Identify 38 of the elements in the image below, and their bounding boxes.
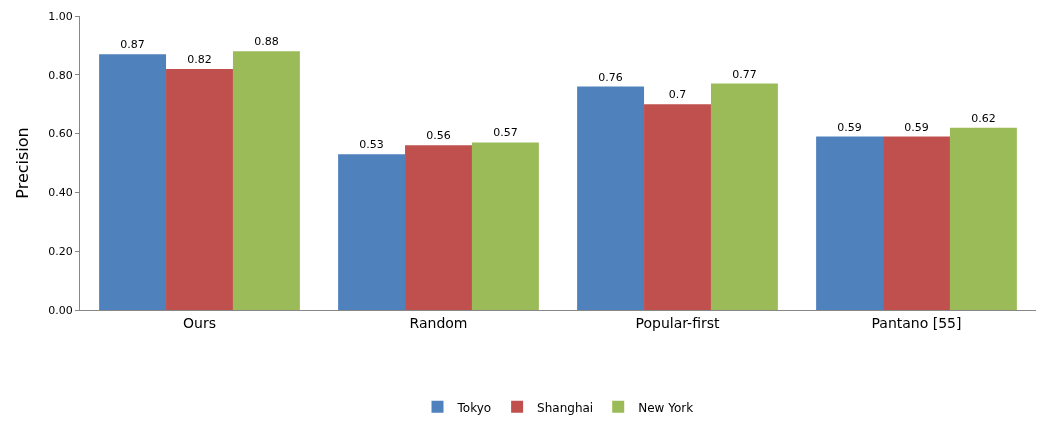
y-tick-label: 0.40 [48, 186, 73, 200]
bar [338, 154, 406, 310]
y-tick-label: 0.00 [48, 303, 73, 317]
data-label: 0.77 [732, 67, 757, 81]
x-tick-label: Pantano [55] [871, 314, 962, 331]
y-axis-title: Precision [13, 127, 33, 199]
y-tick-label: 1.00 [48, 9, 73, 23]
y-tick-label: 0.20 [48, 245, 73, 259]
data-label: 0.59 [837, 120, 862, 134]
data-label: 0.7 [668, 88, 687, 102]
bar [166, 68, 233, 310]
x-tick-label: Ours [183, 314, 216, 331]
bar [816, 136, 884, 310]
bar [710, 83, 778, 310]
y-tick-label: 0.80 [48, 68, 73, 82]
data-label: 0.53 [359, 138, 384, 152]
data-label: 0.62 [971, 111, 996, 125]
bar [577, 86, 645, 310]
data-label: 0.59 [904, 120, 929, 134]
data-label: 0.82 [187, 52, 212, 66]
data-label: 0.88 [254, 35, 279, 49]
legend-label: New York [638, 400, 694, 415]
bar [883, 136, 950, 310]
bar [232, 51, 300, 310]
bar [99, 54, 167, 310]
x-tick-label: Popular-first [635, 314, 721, 331]
data-label: 0.76 [598, 70, 623, 84]
bar [644, 104, 711, 310]
bar [405, 145, 472, 310]
data-label: 0.57 [493, 126, 518, 140]
bar [471, 142, 539, 310]
x-tick-label: Random [409, 314, 468, 331]
bar [949, 127, 1017, 310]
legend-label: Tokyo [456, 400, 492, 415]
data-label: 0.87 [120, 38, 145, 52]
y-tick-label: 0.60 [48, 127, 73, 141]
legend-label: Shanghai [537, 400, 594, 415]
data-label: 0.56 [426, 129, 451, 143]
